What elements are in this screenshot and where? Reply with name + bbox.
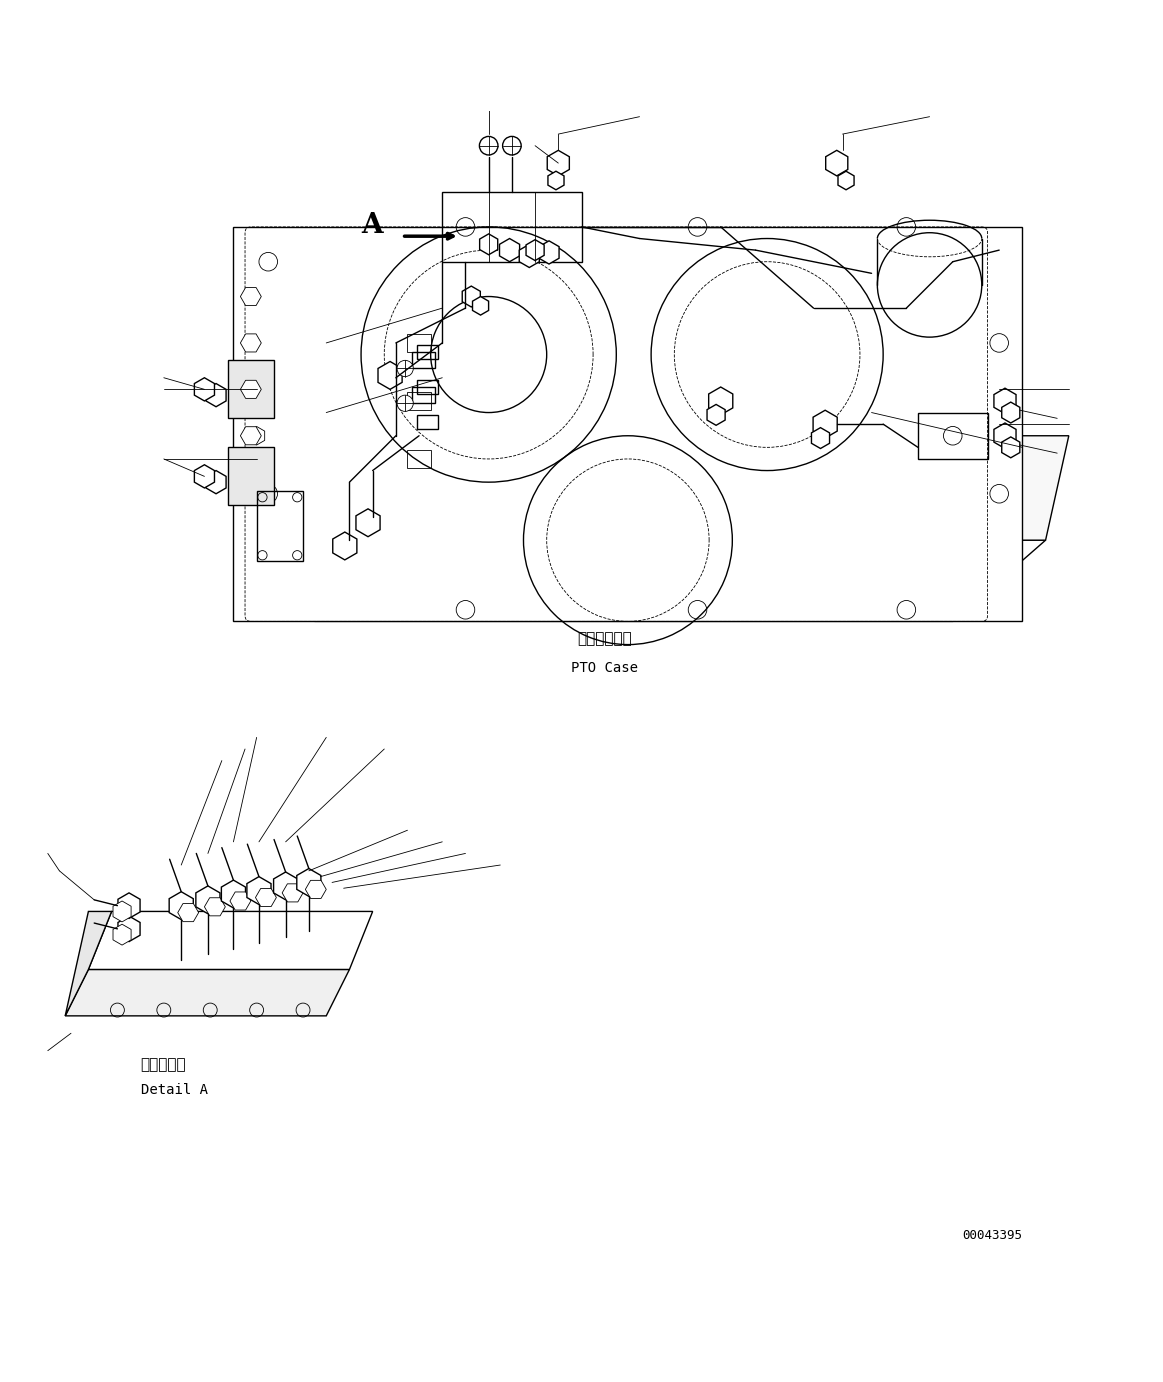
Bar	[416, 346, 437, 359]
Polygon shape	[194, 377, 214, 401]
Polygon shape	[249, 427, 265, 445]
Circle shape	[479, 137, 498, 155]
Polygon shape	[472, 297, 488, 315]
Polygon shape	[1001, 402, 1020, 423]
Text: Detail A: Detail A	[141, 1083, 208, 1097]
Polygon shape	[241, 287, 262, 305]
Polygon shape	[169, 891, 193, 919]
Polygon shape	[256, 889, 277, 907]
Polygon shape	[194, 464, 214, 488]
Text: Ａ　詳　細: Ａ 詳 細	[141, 1057, 186, 1072]
Circle shape	[397, 395, 413, 412]
Bar	[228, 361, 274, 419]
Text: A: A	[361, 211, 383, 239]
Polygon shape	[221, 880, 245, 908]
Polygon shape	[241, 380, 262, 398]
Polygon shape	[315, 540, 1046, 622]
Polygon shape	[306, 880, 327, 898]
Polygon shape	[839, 171, 854, 189]
Polygon shape	[178, 904, 199, 922]
Polygon shape	[247, 876, 271, 904]
Bar	[412, 387, 435, 404]
Polygon shape	[117, 893, 140, 919]
FancyBboxPatch shape	[234, 227, 1022, 622]
Polygon shape	[230, 891, 251, 909]
Polygon shape	[548, 151, 570, 176]
Bar	[416, 380, 437, 394]
Polygon shape	[538, 240, 559, 264]
Circle shape	[502, 137, 521, 155]
Bar	[918, 413, 987, 459]
Polygon shape	[241, 334, 262, 352]
Polygon shape	[273, 872, 298, 900]
Polygon shape	[994, 388, 1016, 413]
Bar	[407, 449, 430, 468]
Polygon shape	[241, 427, 262, 445]
Polygon shape	[206, 470, 226, 493]
Polygon shape	[195, 886, 220, 914]
Text: ＰＴＯケース: ＰＴＯケース	[577, 632, 632, 647]
Polygon shape	[356, 509, 380, 536]
Polygon shape	[994, 423, 1016, 449]
Polygon shape	[519, 245, 540, 268]
Polygon shape	[113, 925, 131, 945]
Bar	[407, 333, 430, 352]
Polygon shape	[548, 171, 564, 189]
Polygon shape	[826, 151, 848, 176]
Polygon shape	[117, 916, 140, 941]
Bar	[407, 391, 430, 410]
Polygon shape	[113, 901, 131, 922]
Polygon shape	[479, 234, 498, 254]
Polygon shape	[1001, 437, 1020, 457]
Polygon shape	[526, 239, 544, 261]
Circle shape	[397, 361, 413, 376]
Polygon shape	[88, 912, 372, 969]
Polygon shape	[407, 435, 1069, 540]
Polygon shape	[65, 969, 349, 1016]
Polygon shape	[708, 387, 733, 415]
Bar	[416, 415, 437, 428]
Bar	[442, 192, 582, 261]
Polygon shape	[462, 286, 480, 307]
Polygon shape	[500, 239, 520, 261]
Polygon shape	[378, 362, 402, 390]
Bar	[257, 492, 304, 561]
Bar	[228, 448, 274, 506]
Polygon shape	[205, 898, 226, 916]
Polygon shape	[283, 884, 304, 902]
Polygon shape	[707, 405, 725, 426]
Text: PTO Case: PTO Case	[571, 661, 638, 674]
Polygon shape	[813, 410, 837, 438]
Polygon shape	[333, 532, 357, 560]
Polygon shape	[206, 384, 226, 406]
Polygon shape	[65, 912, 112, 1016]
Bar	[412, 352, 435, 369]
Polygon shape	[297, 868, 321, 897]
Text: 00043395: 00043395	[963, 1229, 1022, 1242]
Polygon shape	[812, 427, 829, 449]
